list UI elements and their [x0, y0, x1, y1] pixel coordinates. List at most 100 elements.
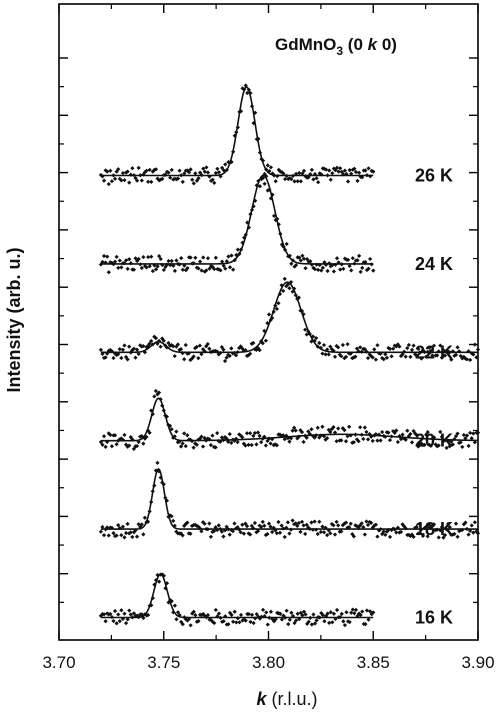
data-point: [226, 254, 231, 259]
data-point: [290, 613, 296, 619]
series-group: 16 K 18 K 20 K 22 K 24 K 26 K: [98, 83, 481, 628]
data-point: [169, 167, 174, 173]
data-point: [146, 254, 151, 260]
data-point: [188, 167, 193, 172]
data-point: [307, 526, 312, 532]
data-point: [461, 354, 466, 359]
data-point: [202, 349, 207, 354]
fit-curve: [100, 573, 374, 619]
data-point: [210, 433, 215, 438]
data-point: [188, 437, 193, 442]
data-point: [356, 439, 361, 444]
data-point: [130, 437, 135, 442]
data-point: [133, 355, 138, 360]
data-point: [161, 267, 166, 273]
data-point: [304, 522, 309, 527]
data-point: [270, 617, 275, 622]
data-point: [364, 173, 370, 178]
data-point: [136, 439, 141, 445]
data-point: [218, 439, 223, 444]
data-point: [144, 344, 149, 350]
data-point: [296, 520, 301, 526]
data-point: [301, 609, 307, 614]
data-point: [447, 444, 452, 449]
data-point: [194, 344, 199, 349]
data-point: [281, 244, 286, 249]
data-point: [188, 531, 193, 536]
data-point: [223, 266, 228, 271]
data-point: [315, 531, 320, 537]
data-point: [383, 532, 388, 537]
data-point: [191, 181, 196, 186]
data-point: [229, 346, 234, 351]
data-point: [295, 296, 300, 301]
data-point: [295, 523, 300, 529]
data-point: [356, 253, 362, 258]
data-point: [360, 609, 365, 614]
data-point: [189, 356, 195, 361]
data-point: [308, 259, 313, 264]
data-point: [353, 354, 358, 359]
data-point: [265, 622, 270, 627]
data-point: [200, 444, 206, 449]
data-point: [155, 460, 160, 465]
data-point: [244, 524, 250, 529]
data-point: [457, 349, 462, 354]
data-point: [116, 612, 121, 617]
data-point: [436, 443, 441, 448]
data-point: [367, 352, 372, 357]
data-point: [334, 439, 339, 444]
data-point: [177, 168, 182, 173]
data-point: [450, 442, 455, 447]
data-point: [182, 431, 187, 436]
data-point: [251, 526, 256, 531]
data-point: [317, 519, 322, 524]
data-point: [263, 443, 268, 448]
data-point: [208, 264, 214, 269]
x-tick-label: 3.80: [252, 653, 285, 672]
data-point: [155, 341, 160, 346]
data-point: [289, 610, 294, 615]
data-point: [331, 269, 336, 274]
data-point: [161, 408, 166, 413]
data-point: [439, 355, 444, 360]
data-point: [179, 173, 184, 178]
data-point: [355, 258, 360, 263]
data-point: [363, 622, 368, 627]
data-point: [419, 527, 424, 532]
data-point: [394, 428, 399, 433]
data-point: [131, 267, 137, 272]
data-point: [320, 351, 325, 356]
data-point: [416, 444, 421, 449]
data-point: [323, 525, 328, 530]
data-point: [218, 526, 223, 532]
data-point: [450, 349, 455, 354]
data-point: [334, 607, 340, 613]
data-point: [386, 527, 391, 533]
data-point: [153, 336, 158, 341]
data-point: [216, 267, 222, 272]
data-point: [301, 168, 307, 173]
data-point: [312, 519, 317, 524]
data-point: [116, 265, 121, 270]
data-point: [109, 444, 114, 449]
data-point: [240, 435, 245, 440]
data-point: [293, 428, 298, 433]
data-point: [201, 166, 206, 171]
data-point: [314, 262, 319, 267]
data-point: [119, 265, 124, 270]
data-point: [180, 179, 185, 184]
data-point: [325, 611, 330, 616]
data-point: [255, 529, 261, 534]
data-point: [325, 173, 330, 178]
data-point: [424, 524, 429, 529]
data-point: [103, 355, 108, 360]
data-point: [166, 340, 171, 346]
data-point: [191, 609, 196, 614]
data-point: [262, 523, 267, 528]
data-point: [98, 613, 103, 618]
data-point: [233, 436, 239, 441]
data-point: [475, 347, 481, 352]
data-point: [119, 178, 124, 183]
data-point: [430, 524, 435, 529]
